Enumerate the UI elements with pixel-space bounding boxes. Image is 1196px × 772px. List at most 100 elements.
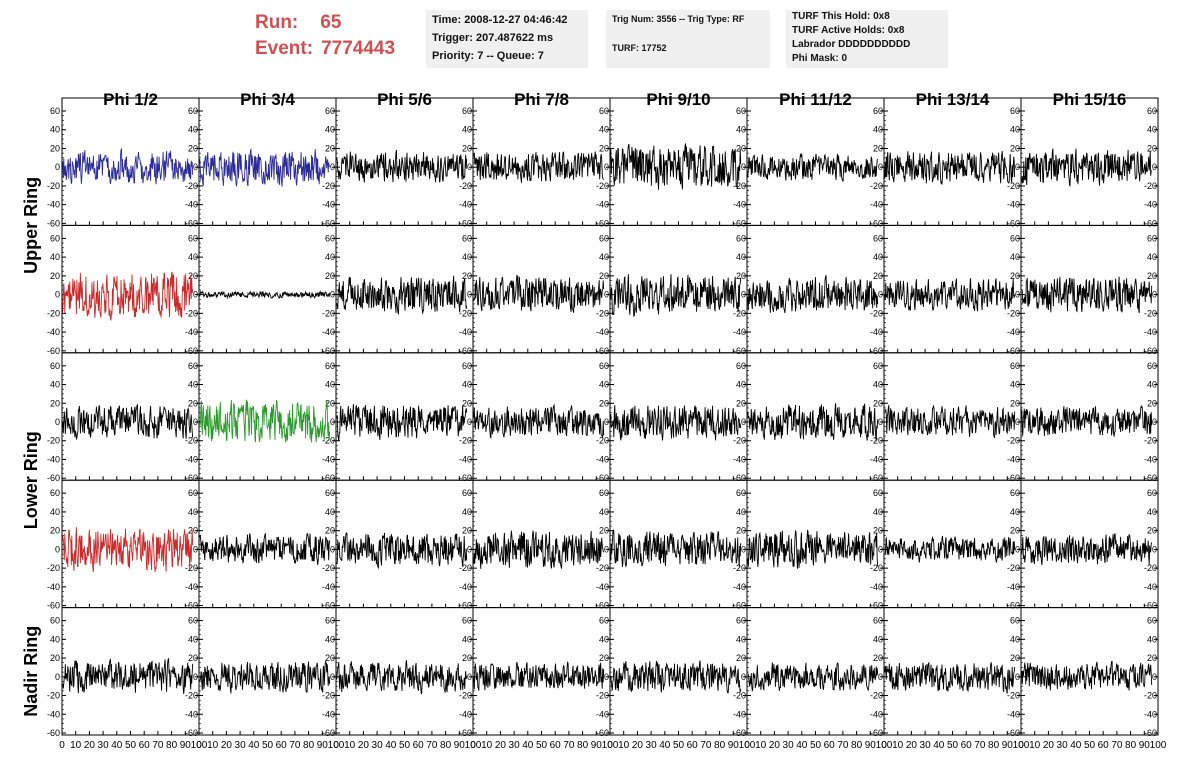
y-tick-label: 0: [55, 417, 60, 427]
row-group-label: Nadir Ring: [21, 626, 41, 717]
y-tick-label: 20: [325, 398, 335, 408]
y-tick-label: 40: [325, 252, 335, 262]
x-tick-label: 80: [851, 740, 863, 751]
y-tick-label: 0: [604, 290, 609, 300]
y-tick-label: 40: [599, 252, 609, 262]
y-tick-label: 20: [873, 653, 883, 663]
x-tick-label: 90: [180, 740, 192, 751]
x-tick-label: 60: [413, 740, 425, 751]
y-tick-label: 0: [741, 290, 746, 300]
y-tick-label: -60: [459, 728, 472, 738]
y-tick-label: 0: [604, 162, 609, 172]
y-tick-label: 40: [188, 507, 198, 517]
y-tick-label: 0: [878, 672, 883, 682]
x-tick-label: 0: [196, 740, 202, 751]
y-tick-label: -40: [47, 200, 60, 210]
y-tick-label: 40: [736, 125, 746, 135]
y-tick-label: -40: [47, 454, 60, 464]
y-tick-label: 0: [193, 672, 198, 682]
x-tick-label: 70: [1111, 740, 1123, 751]
column-title: Phi 7/8: [514, 90, 569, 109]
event-value: 7774443: [321, 38, 396, 59]
x-tick-label: 60: [550, 740, 562, 751]
y-tick-label: 0: [55, 162, 60, 172]
y-tick-label: -60: [1007, 728, 1020, 738]
x-tick-label: 40: [796, 740, 808, 751]
y-tick-label: 40: [1010, 507, 1020, 517]
x-tick-label: 20: [221, 740, 233, 751]
y-tick-label: -20: [47, 436, 60, 446]
y-tick-label: 40: [50, 507, 60, 517]
y-tick-label: 20: [736, 653, 746, 663]
y-tick-label: -40: [596, 454, 609, 464]
y-tick-label: 60: [462, 616, 472, 626]
y-tick-label: 20: [50, 398, 60, 408]
y-tick-label: 0: [604, 417, 609, 427]
y-tick-label: 0: [878, 417, 883, 427]
x-tick-label: 90: [728, 740, 740, 751]
y-tick-label: -40: [1007, 454, 1020, 464]
y-tick-label: 40: [1147, 252, 1157, 262]
y-tick-label: 40: [462, 252, 472, 262]
x-tick-label: 0: [59, 740, 65, 751]
y-tick-label: 20: [188, 653, 198, 663]
y-tick-label: -40: [870, 582, 883, 592]
waveform-trace: [1021, 533, 1153, 566]
y-tick-label: -60: [1144, 218, 1157, 228]
y-tick-label: 40: [873, 507, 883, 517]
y-tick-label: 40: [599, 507, 609, 517]
y-tick-label: 60: [1010, 233, 1020, 243]
waveform-trace: [336, 660, 468, 695]
y-tick-label: 60: [188, 488, 198, 498]
y-tick-label: 0: [1152, 417, 1157, 427]
x-tick-label: 40: [933, 740, 945, 751]
x-tick-label: 40: [1070, 740, 1082, 751]
y-tick-label: 60: [325, 106, 335, 116]
y-tick-label: -60: [1007, 346, 1020, 356]
x-tick-label: 10: [207, 740, 219, 751]
x-tick-label: 50: [947, 740, 959, 751]
y-tick-label: 40: [1147, 507, 1157, 517]
y-tick-label: 40: [188, 380, 198, 390]
y-tick-label: -60: [185, 346, 198, 356]
waveform-trace: [62, 403, 194, 441]
y-tick-label: -20: [1007, 308, 1020, 318]
y-tick-label: 40: [873, 380, 883, 390]
y-tick-label: 20: [462, 271, 472, 281]
y-tick-label: -40: [733, 327, 746, 337]
y-tick-label: 20: [1010, 653, 1020, 663]
x-tick-label: 90: [454, 740, 466, 751]
y-tick-label: 20: [50, 653, 60, 663]
waveform-trace: [199, 148, 331, 187]
row-group-label: Upper Ring: [21, 177, 41, 274]
x-tick-label: 60: [1098, 740, 1110, 751]
y-tick-label: 20: [188, 398, 198, 408]
y-tick-label: -20: [596, 308, 609, 318]
y-tick-label: 20: [325, 653, 335, 663]
y-tick-label: 20: [50, 526, 60, 536]
y-tick-label: -20: [322, 563, 335, 573]
y-tick-label: 40: [1147, 380, 1157, 390]
y-tick-label: 60: [599, 106, 609, 116]
x-tick-label: 60: [139, 740, 151, 751]
y-tick-label: -40: [459, 454, 472, 464]
y-tick-label: 20: [599, 398, 609, 408]
x-tick-label: 40: [111, 740, 123, 751]
turf-this-hold-text: TURF This Hold: 0x8: [792, 11, 890, 22]
y-tick-label: 0: [55, 544, 60, 554]
y-tick-label: -20: [870, 181, 883, 191]
y-tick-label: 20: [1147, 398, 1157, 408]
x-tick-label: 0: [1018, 740, 1024, 751]
y-tick-label: -40: [47, 709, 60, 719]
waveform-trace: [747, 403, 879, 442]
y-tick-label: -20: [1144, 308, 1157, 318]
y-tick-label: 0: [741, 162, 746, 172]
x-tick-label: 10: [70, 740, 82, 751]
waveform-trace: [62, 147, 194, 185]
waveform-trace: [336, 532, 468, 570]
y-tick-label: 60: [736, 233, 746, 243]
y-tick-label: 20: [1147, 143, 1157, 153]
y-tick-label: 60: [325, 488, 335, 498]
y-tick-label: 60: [1010, 361, 1020, 371]
y-tick-label: 60: [736, 488, 746, 498]
